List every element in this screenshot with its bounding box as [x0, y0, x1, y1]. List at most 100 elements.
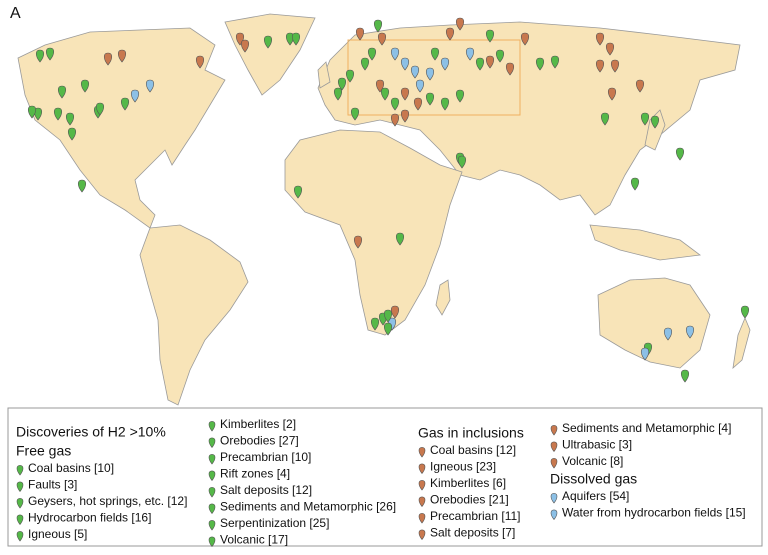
pin: [635, 79, 645, 93]
pin: [208, 470, 216, 481]
pin: [440, 57, 450, 71]
pin: [390, 113, 400, 127]
pin: [377, 32, 387, 46]
pin: [353, 235, 363, 249]
pin: [425, 67, 435, 81]
pin: [65, 112, 75, 126]
pin: [607, 87, 617, 101]
pin: [16, 514, 24, 525]
legend-item: Salt deposits [7]: [430, 526, 515, 540]
pin: [675, 147, 685, 161]
pin: [35, 49, 45, 63]
pin: [208, 536, 216, 547]
map-markers: [27, 17, 750, 383]
pin: [640, 347, 650, 361]
pin: [740, 305, 750, 319]
legend-heading: Free gas: [16, 443, 71, 459]
pin: [455, 89, 465, 103]
uk: [317, 61, 331, 89]
south-america: [139, 224, 249, 406]
legend-heading: Gas in inclusions: [418, 425, 524, 441]
pin: [550, 425, 558, 436]
pin: [373, 19, 383, 33]
new-zealand: [732, 316, 751, 370]
pin: [440, 97, 450, 111]
legend-item: Igneous [23]: [430, 460, 496, 474]
pin: [418, 529, 426, 540]
legend-item: Kimberlites [6]: [430, 476, 506, 490]
greenland: [224, 13, 316, 96]
pin: [550, 55, 560, 69]
pin: [390, 47, 400, 61]
pin: [293, 185, 303, 199]
pin: [550, 441, 558, 452]
pin: [208, 454, 216, 465]
legend-item: Volcanic [8]: [562, 454, 623, 468]
pin: [418, 513, 426, 524]
pin: [457, 155, 467, 169]
pin: [663, 327, 673, 341]
legend-item: Salt deposits [12]: [220, 483, 312, 497]
legend: Free gas Gas in inclusions Dissolved gas Co…: [16, 417, 746, 547]
pin: [16, 498, 24, 509]
legend-item: Water from hydrocarbon fields [15]: [562, 506, 746, 520]
pin: [383, 309, 393, 323]
legend-item: Aquifers [54]: [562, 489, 629, 503]
pin: [605, 42, 615, 56]
pin: [130, 89, 140, 103]
pin: [208, 437, 216, 448]
pin: [380, 87, 390, 101]
legend-heading: Dissolved gas: [550, 471, 637, 487]
pin: [16, 465, 24, 476]
pin: [650, 115, 660, 129]
pin: [120, 97, 130, 111]
pin: [535, 57, 545, 71]
pin: [360, 57, 370, 71]
pin: [400, 87, 410, 101]
pin: [57, 85, 67, 99]
pin: [418, 463, 426, 474]
legend-item: Orebodies [21]: [430, 493, 509, 507]
legend-item: Precambrian [11]: [430, 509, 521, 523]
legend-item: Hydrocarbon fields [16]: [28, 511, 151, 525]
pin: [337, 77, 347, 91]
pin: [520, 32, 530, 46]
world-map: [17, 13, 751, 406]
pin: [400, 109, 410, 123]
legend-item: Geysers, hot springs, etc. [12]: [28, 494, 187, 508]
pin: [145, 79, 155, 93]
legend-box: [7, 407, 763, 547]
pin: [208, 520, 216, 531]
pin: [16, 531, 24, 542]
pin: [390, 97, 400, 111]
pin: [595, 59, 605, 73]
pin: [595, 32, 605, 46]
pin: [685, 325, 695, 339]
pin: [67, 127, 77, 141]
pin: [418, 480, 426, 491]
pin: [418, 447, 426, 458]
pin: [430, 47, 440, 61]
pin: [455, 17, 465, 31]
pin: [495, 49, 505, 63]
pin: [610, 59, 620, 73]
pin: [640, 112, 650, 126]
legend-item: Serpentinization [25]: [220, 516, 329, 530]
legend-item: Igneous [5]: [28, 527, 87, 541]
pin: [445, 27, 455, 41]
pin: [53, 107, 63, 121]
legend-item: Orebodies [27]: [220, 434, 299, 448]
pin: [485, 55, 495, 69]
north-america: [17, 27, 226, 229]
pin: [550, 493, 558, 504]
pin: [195, 55, 205, 69]
pin: [370, 317, 380, 331]
pin: [425, 92, 435, 106]
pin: [395, 232, 405, 246]
pin: [45, 47, 55, 61]
pin: [77, 179, 87, 193]
pin: [16, 481, 24, 492]
panel-label: A: [10, 5, 21, 22]
pin: [367, 47, 377, 61]
pin: [80, 79, 90, 93]
